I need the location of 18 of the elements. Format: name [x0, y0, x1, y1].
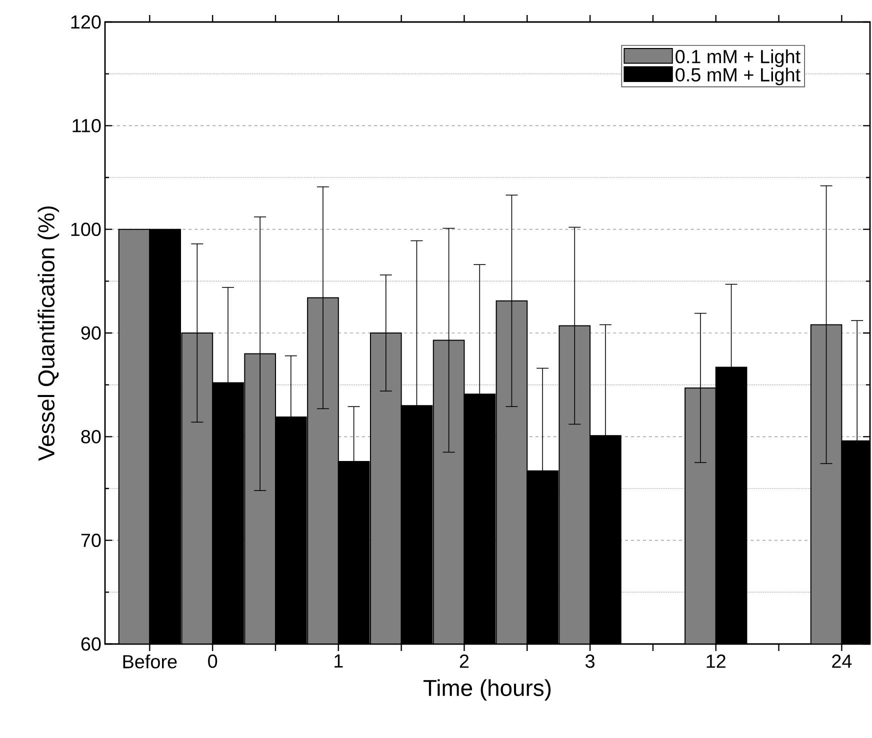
legend-label: 0.1 mM + Light: [676, 49, 800, 68]
x-axis-title: Time (hours): [424, 679, 551, 701]
x-tick-label: Before: [123, 654, 177, 668]
y-tick-label: 100: [71, 222, 101, 236]
x-tick-label: 2: [460, 654, 469, 668]
y-tick-label: 90: [81, 326, 101, 340]
legend-label: 0.5 mM + Light: [676, 68, 800, 86]
x-tick-label: 3: [586, 654, 594, 668]
y-tick-label: 70: [81, 534, 101, 548]
x-tick-label: 12: [706, 654, 726, 668]
y-tick-label: 60: [81, 637, 101, 651]
y-tick-label: 120: [71, 15, 101, 29]
x-tick-label: 0: [208, 654, 218, 668]
y-axis-title: Vessel Quantification (%): [38, 206, 60, 461]
x-tick-label: 1: [334, 654, 343, 668]
x-tick-label: 24: [832, 654, 852, 668]
y-tick-label: 110: [72, 118, 101, 132]
y-tick-label: 80: [81, 430, 101, 444]
